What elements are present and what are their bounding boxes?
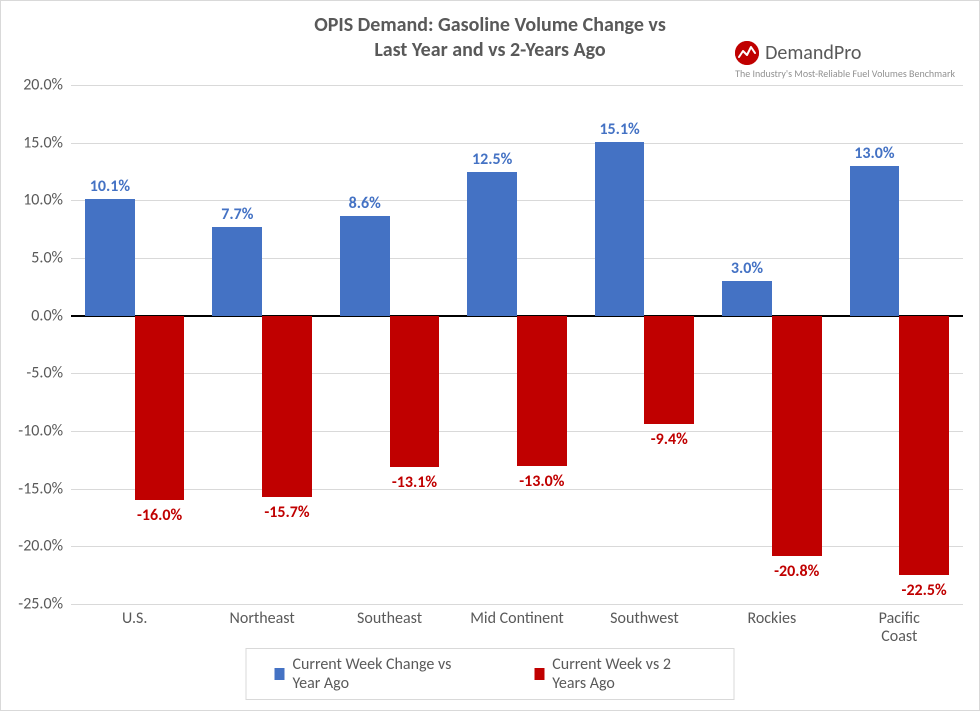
bar-value-label: -22.5% — [902, 581, 947, 600]
bar-value-label: 3.0% — [731, 259, 763, 278]
x-category-label: Northeast — [230, 610, 295, 628]
y-tick-label: 5.0% — [31, 249, 63, 268]
bar — [850, 166, 900, 316]
y-tick-label: -5.0% — [26, 364, 63, 383]
bar-value-label: -20.8% — [774, 562, 819, 581]
bar-value-label: -13.1% — [392, 473, 437, 492]
bar — [262, 316, 312, 497]
gridline — [71, 200, 963, 201]
y-tick-label: 15.0% — [23, 133, 63, 152]
bar-value-label: -9.4% — [651, 430, 688, 449]
demandpro-chart-icon — [735, 41, 759, 65]
bar-value-label: 13.0% — [854, 144, 894, 163]
y-tick-label: -25.0% — [18, 595, 63, 614]
legend: Current Week Change vs Year Ago Current W… — [246, 648, 735, 700]
chart-container: OPIS Demand: Gasoline Volume Change vs L… — [0, 0, 980, 711]
chart-title-line1: OPIS Demand: Gasoline Volume Change vs — [314, 13, 666, 37]
y-tick-label: -10.0% — [18, 422, 63, 441]
bar — [390, 316, 440, 467]
gridline — [71, 604, 963, 605]
y-tick-label: 10.0% — [23, 191, 63, 210]
bar-value-label: -16.0% — [137, 506, 182, 525]
y-tick-label: 0.0% — [31, 306, 63, 325]
brand-block: DemandPro The Industry's Most-Reliable F… — [735, 41, 955, 80]
bar — [135, 316, 185, 501]
legend-label: Current Week vs 2 Years Ago — [552, 655, 705, 693]
brand-tagline: The Industry's Most-Reliable Fuel Volume… — [735, 67, 955, 80]
bar — [595, 142, 645, 316]
bar-value-label: 12.5% — [472, 150, 512, 169]
gridline — [71, 258, 963, 259]
y-tick-label: -20.0% — [18, 537, 63, 556]
brand-name: DemandPro — [765, 41, 861, 65]
x-category-label: Pacific Coast — [867, 610, 931, 647]
x-category-label: Mid Continent — [470, 610, 564, 628]
bar — [899, 316, 949, 576]
brand-row: DemandPro — [735, 41, 955, 65]
legend-item: Current Week Change vs Year Ago — [275, 655, 475, 693]
x-category-label: Rockies — [747, 610, 796, 628]
x-category-label: Southwest — [610, 610, 679, 628]
legend-swatch-icon — [534, 668, 544, 680]
legend-label: Current Week Change vs Year Ago — [292, 655, 474, 693]
y-tick-label: 20.0% — [23, 76, 63, 95]
x-category-label: U.S. — [122, 610, 147, 628]
gridline — [71, 143, 963, 144]
gridline — [71, 546, 963, 547]
bar-value-label: -15.7% — [264, 503, 309, 522]
bar — [212, 227, 262, 316]
chart-title-line2: Last Year and vs 2-Years Ago — [374, 38, 605, 62]
bar-value-label: 15.1% — [599, 120, 639, 139]
bar — [772, 316, 822, 556]
legend-swatch-icon — [275, 668, 285, 680]
bar — [85, 199, 135, 315]
bar — [644, 316, 694, 424]
bar-value-label: 8.6% — [349, 194, 381, 213]
plot-area: -25.0%-20.0%-15.0%-10.0%-5.0%0.0%5.0%10.… — [71, 85, 963, 604]
bar — [340, 216, 390, 315]
bar-value-label: -13.0% — [519, 472, 564, 491]
gridline — [71, 489, 963, 490]
gridline — [71, 85, 963, 86]
bar — [517, 316, 567, 466]
bar-value-label: 7.7% — [221, 205, 253, 224]
bar — [722, 281, 772, 316]
bar-value-label: 10.1% — [90, 177, 130, 196]
bar — [467, 172, 517, 316]
x-category-label: Southeast — [357, 610, 422, 628]
y-tick-label: -15.0% — [18, 479, 63, 498]
legend-item: Current Week vs 2 Years Ago — [534, 655, 705, 693]
